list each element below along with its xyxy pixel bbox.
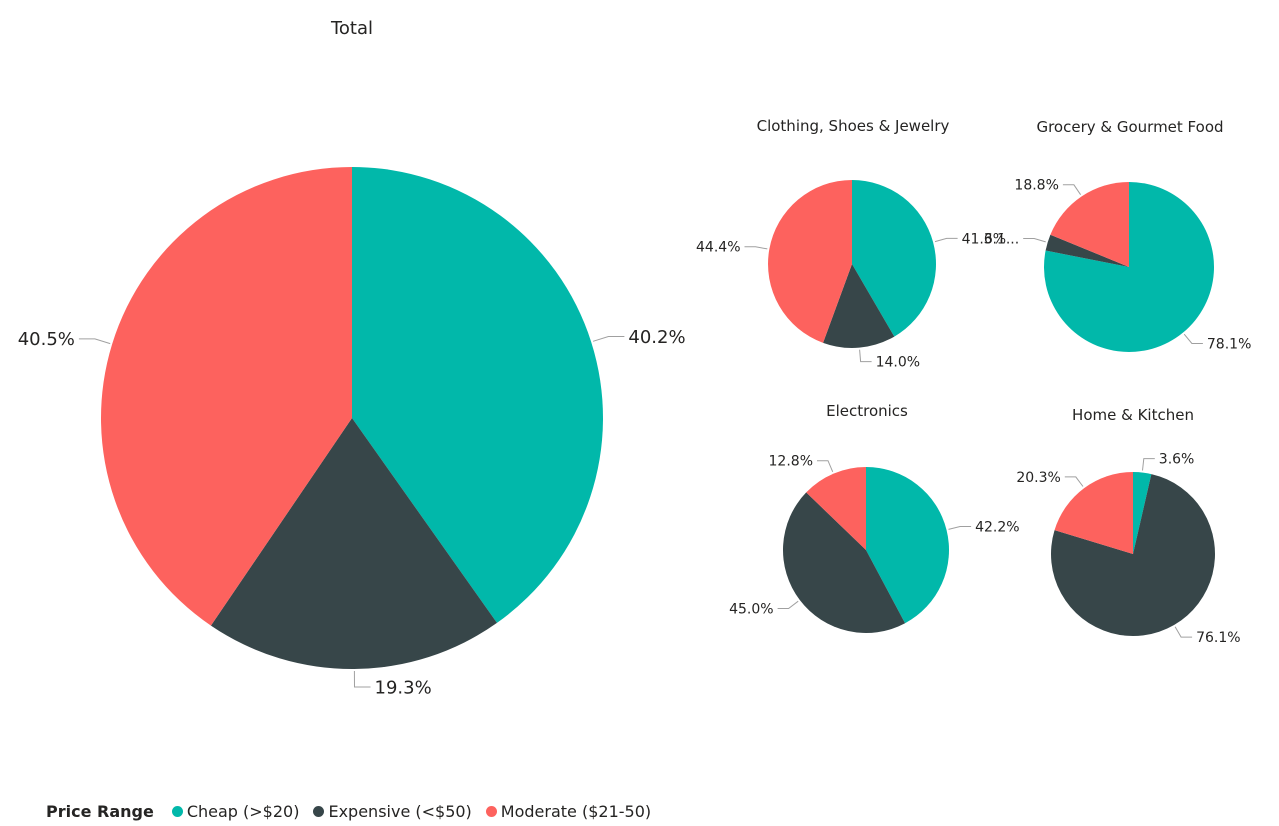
data-label-home-kitchen-expensive: 76.1%	[1196, 630, 1240, 646]
data-label-electronics-expensive: 45.0%	[729, 601, 773, 617]
data-label-electronics-moderate: 12.8%	[769, 454, 813, 470]
legend-dot-expensive	[313, 805, 325, 817]
data-label-total-cheap: 40.2%	[628, 327, 685, 348]
data-label-home-kitchen-cheap: 3.6%	[1159, 452, 1195, 468]
pie-slice-grocery-gourmet-food-cheap[interactable]	[1044, 181, 1215, 352]
pie-slice-electronics-moderate[interactable]	[806, 466, 866, 550]
data-label-total-moderate: 40.5%	[18, 329, 75, 350]
leader-line-clothing-shoes-jewelry-moderate	[744, 246, 768, 250]
pie-slice-electronics-cheap[interactable]	[866, 467, 950, 624]
data-label-clothing-shoes-jewelry-cheap: 41.6%	[962, 231, 1006, 247]
leader-line-grocery-gourmet-food-cheap	[1183, 333, 1203, 344]
data-label-grocery-gourmet-food-expensive: 3.1...	[984, 231, 1020, 247]
data-label-home-kitchen-moderate: 20.3%	[1016, 470, 1060, 486]
leader-line-total-expensive	[353, 670, 371, 688]
data-label-grocery-gourmet-food-moderate: 18.8%	[1014, 178, 1058, 194]
legend-item-cheap[interactable]: Cheap (>$20)	[171, 801, 300, 821]
pie-slice-electronics-expensive[interactable]	[782, 492, 906, 634]
leader-line-home-kitchen-expensive	[1174, 626, 1193, 638]
chart-title-electronics: Electronics	[826, 402, 908, 420]
leader-line-clothing-shoes-jewelry-expensive	[859, 349, 872, 363]
legend-label-expensive: Expensive (<$50)	[328, 801, 472, 821]
leader-line-clothing-shoes-jewelry-cheap	[934, 237, 958, 243]
pie-slice-home-kitchen-expensive[interactable]	[1051, 474, 1216, 637]
chart-title-total: Total	[330, 18, 373, 39]
pie-slice-clothing-shoes-jewelry-expensive[interactable]	[823, 264, 895, 348]
legend: Price Range Cheap (>$20) Expensive (<$50…	[46, 799, 665, 823]
pie-slice-grocery-gourmet-food-moderate[interactable]	[1050, 182, 1129, 267]
leader-line-home-kitchen-moderate	[1064, 476, 1084, 487]
pie-slice-home-kitchen-cheap[interactable]	[1133, 472, 1152, 554]
leader-line-grocery-gourmet-food-expensive	[1023, 238, 1046, 243]
pie-slice-clothing-shoes-jewelry-cheap[interactable]	[852, 180, 936, 337]
legend-item-moderate[interactable]: Moderate ($21-50)	[485, 801, 652, 821]
leader-line-home-kitchen-cheap	[1142, 458, 1155, 471]
pie-slice-total-cheap[interactable]	[352, 167, 603, 623]
chart-title-grocery-gourmet-food: Grocery & Gourmet Food	[1036, 118, 1223, 136]
pie-slice-total-expensive[interactable]	[210, 418, 497, 669]
data-label-grocery-gourmet-food-cheap: 78.1%	[1207, 336, 1251, 352]
leader-line-total-moderate	[78, 338, 111, 345]
leader-line-total-cheap	[592, 336, 625, 342]
data-label-total-expensive: 19.3%	[375, 677, 432, 698]
data-label-clothing-shoes-jewelry-expensive: 14.0%	[876, 355, 920, 371]
legend-dot-moderate	[485, 805, 497, 817]
legend-label-cheap: Cheap (>$20)	[186, 801, 300, 821]
pie-slice-home-kitchen-moderate[interactable]	[1054, 472, 1133, 554]
legend-title: Price Range	[46, 801, 154, 821]
leader-line-electronics-expensive	[777, 600, 799, 609]
legend-label-moderate: Moderate ($21-50)	[500, 801, 652, 821]
leader-line-electronics-cheap	[948, 526, 972, 530]
leader-line-electronics-moderate	[817, 460, 834, 472]
legend-item-expensive[interactable]: Expensive (<$50)	[313, 801, 472, 821]
pie-slice-total-moderate[interactable]	[100, 167, 352, 626]
leader-line-grocery-gourmet-food-moderate	[1062, 184, 1082, 195]
pie-slice-grocery-gourmet-food-expensive[interactable]	[1045, 234, 1129, 267]
data-label-clothing-shoes-jewelry-moderate: 44.4%	[696, 240, 740, 256]
pie-slice-clothing-shoes-jewelry-moderate[interactable]	[768, 180, 852, 343]
chart-title-home-kitchen: Home & Kitchen	[1072, 406, 1194, 424]
legend-dot-cheap	[171, 805, 183, 817]
data-label-electronics-cheap: 42.2%	[975, 519, 1019, 535]
chart-title-clothing-shoes-jewelry: Clothing, Shoes & Jewelry	[757, 117, 950, 135]
